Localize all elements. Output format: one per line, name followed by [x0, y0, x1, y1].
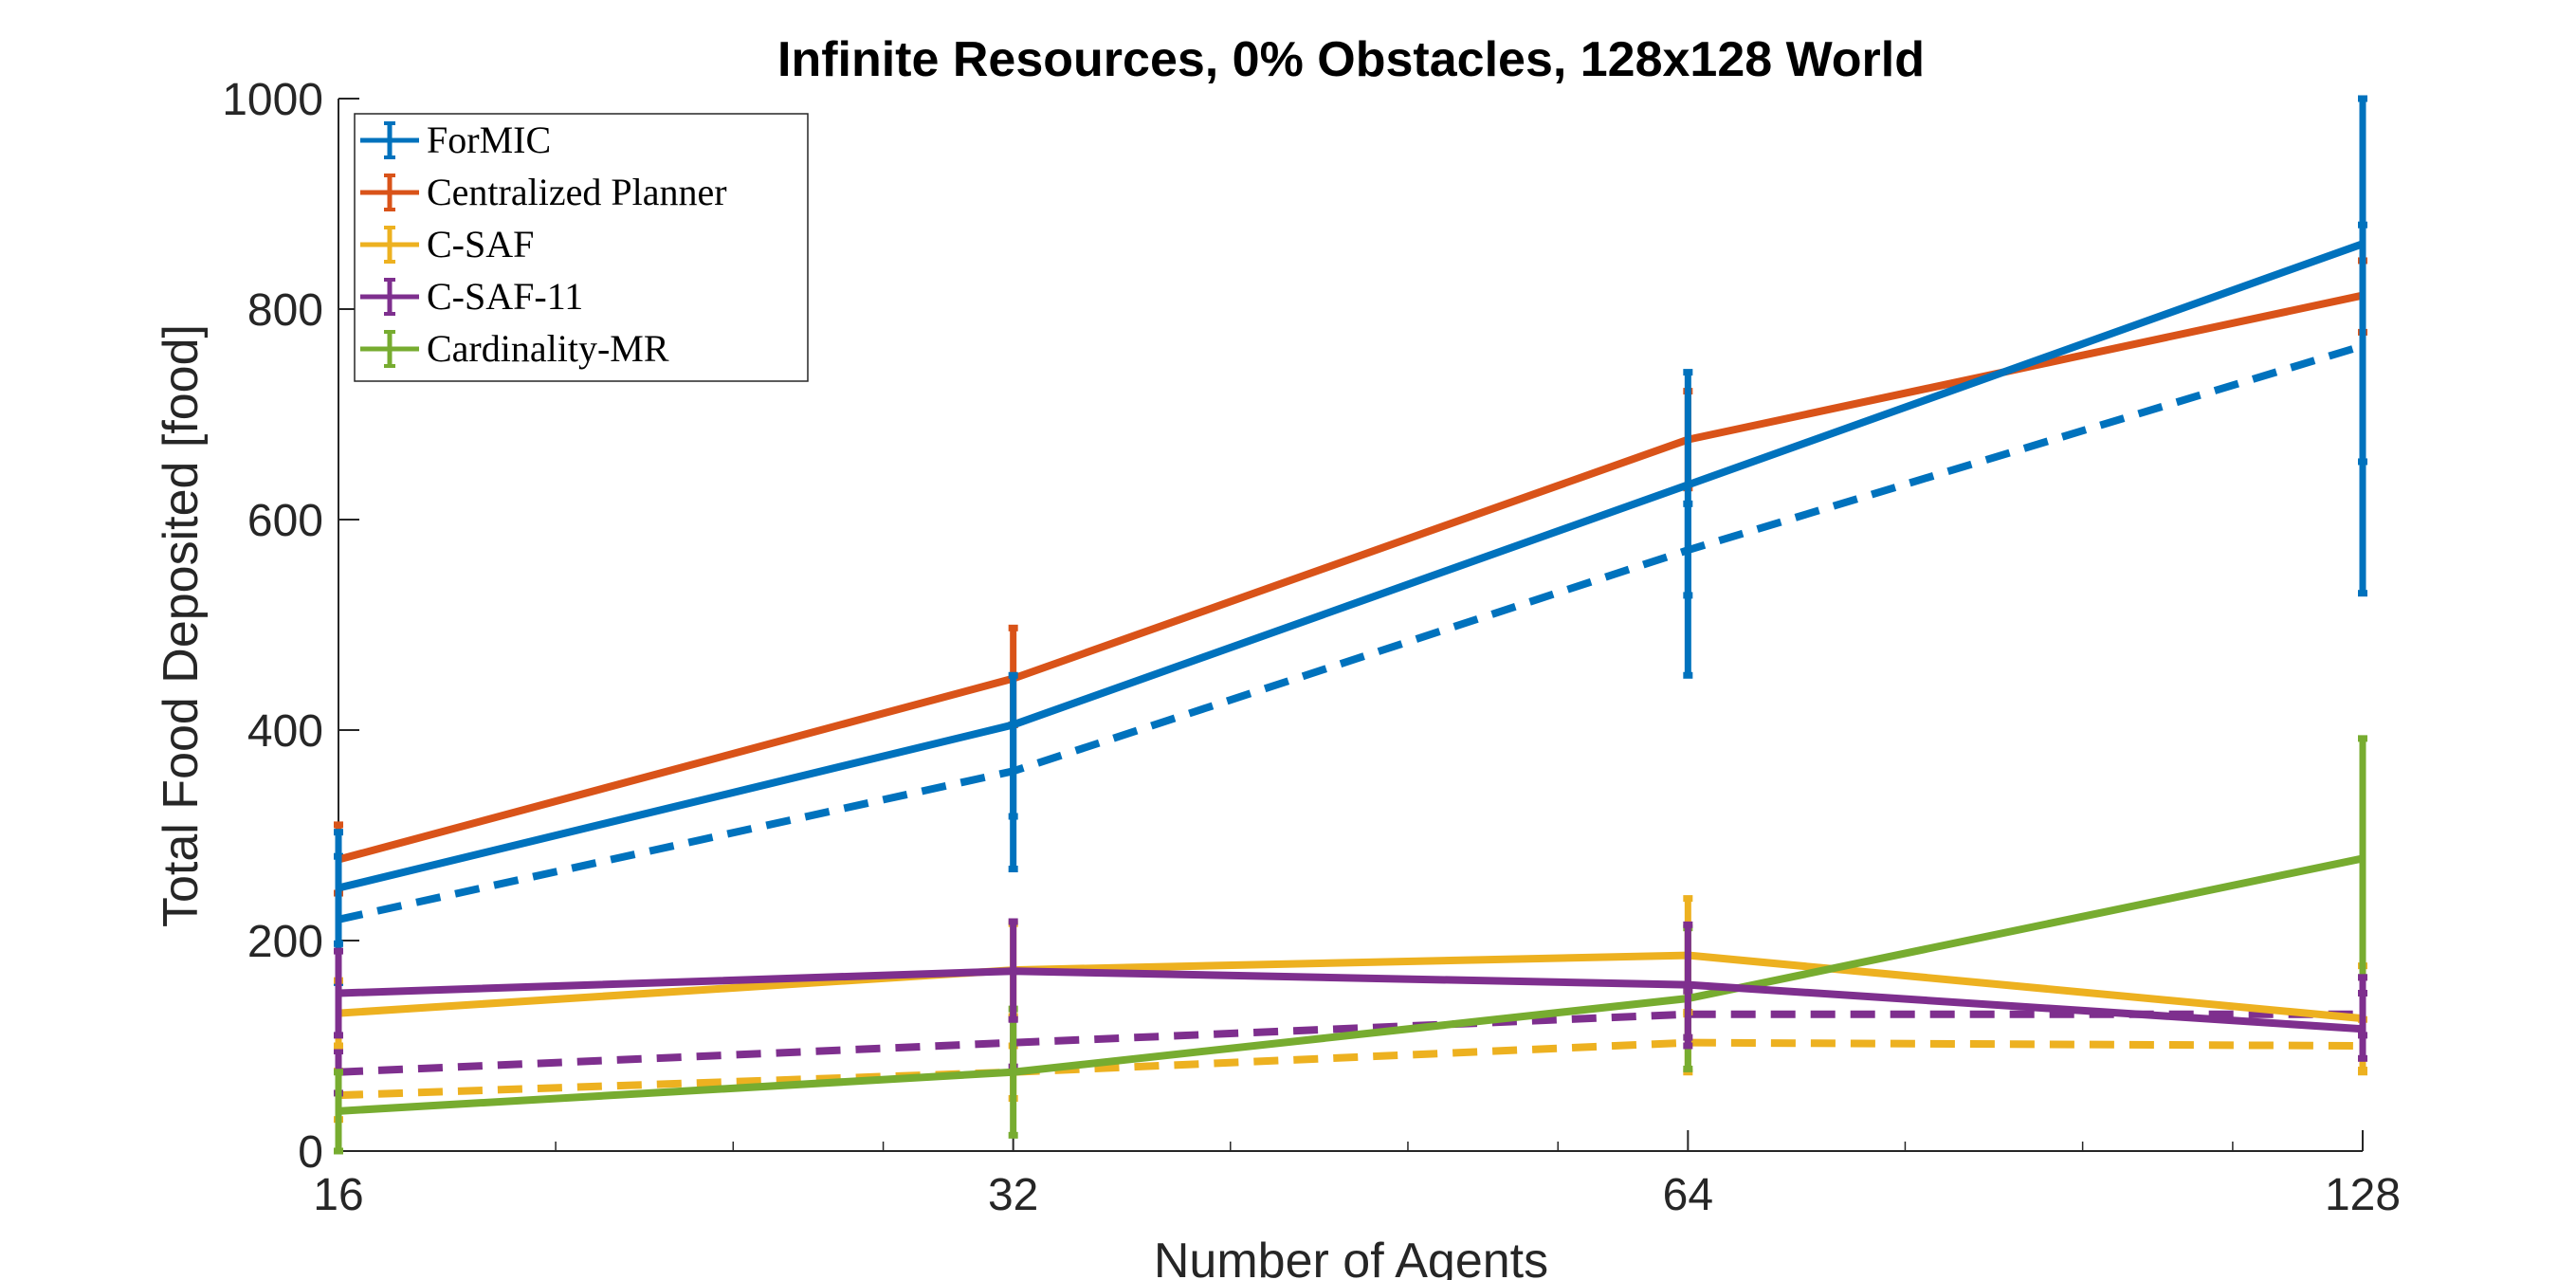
y-tick-label: 800	[247, 285, 323, 336]
y-axis-label: Total Food Deposited [food]	[154, 324, 209, 927]
x-tick-label: 64	[1663, 1170, 1713, 1220]
y-ticks: 0 200 400 600 800 1000	[222, 75, 359, 1178]
legend-label: C-SAF	[427, 223, 534, 265]
legend-label: Cardinality-MR	[427, 327, 669, 370]
y-tick-label: 200	[247, 917, 323, 967]
legend-label: ForMIC	[427, 119, 551, 161]
legend-label: Centralized Planner	[427, 171, 727, 213]
x-tick-label: 16	[313, 1170, 363, 1220]
y-tick-label: 600	[247, 496, 323, 546]
x-ticks: 16 32 64 128	[313, 1130, 2401, 1220]
plot-area	[334, 95, 2367, 1155]
series-line	[338, 240, 2365, 892]
legend: ForMIC Centralized Planner C-SAF C-SAF-11 Ca…	[354, 113, 809, 382]
x-axis-label: Number of Agents	[1154, 1234, 1548, 1280]
y-tick-label: 0	[298, 1127, 323, 1178]
series-line	[338, 1010, 2363, 1076]
series-c-saf-11	[334, 918, 2367, 1062]
series-line	[338, 1038, 2364, 1100]
series-formic	[334, 95, 2367, 947]
legend-box	[354, 113, 809, 382]
y-tick-label: 400	[247, 706, 323, 757]
series-line	[338, 951, 2364, 1023]
series-line	[338, 854, 2364, 1115]
series-line	[338, 342, 2365, 923]
legend-label: C-SAF-11	[427, 275, 583, 318]
x-tick-label: 32	[988, 1170, 1038, 1220]
x-tick-label: 128	[2325, 1170, 2401, 1220]
series-line	[338, 967, 2364, 1033]
chart-title: Infinite Resources, 0% Obstacles, 128x12…	[777, 32, 1925, 87]
y-tick-label: 1000	[222, 75, 323, 125]
